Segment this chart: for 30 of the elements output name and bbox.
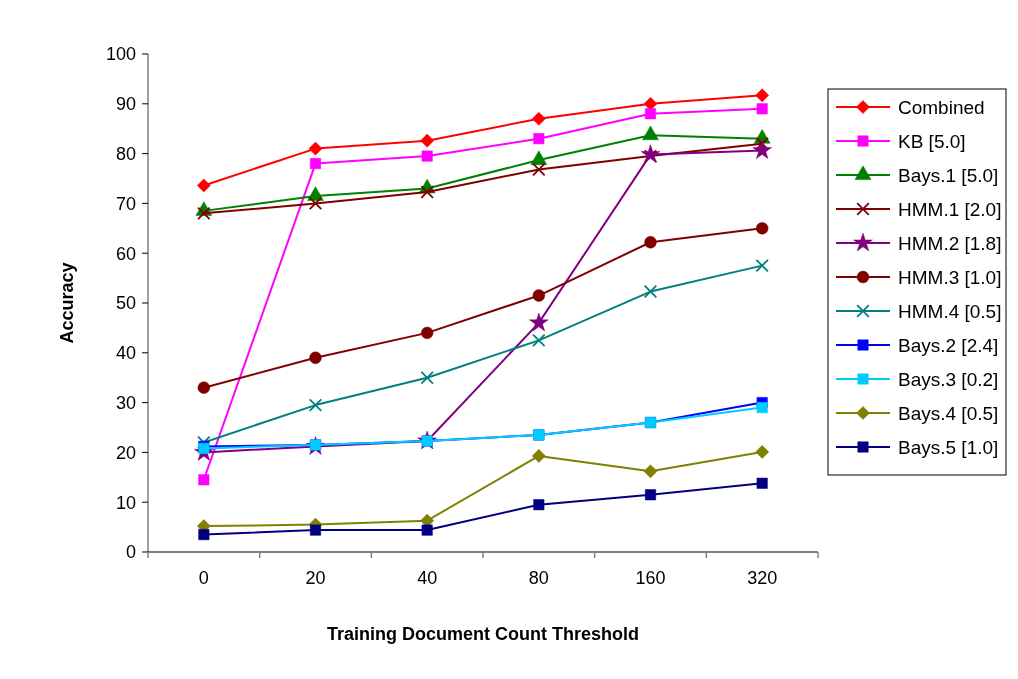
legend-label: HMM.2 [1.8] bbox=[898, 232, 1002, 254]
legend-label: Combined bbox=[898, 96, 985, 118]
legend-label: KB [5.0] bbox=[898, 130, 966, 152]
y-tick-label: 20 bbox=[115, 442, 136, 463]
y-tick-label: 100 bbox=[105, 44, 136, 65]
legend-label: Bays.4 [0.5] bbox=[898, 402, 999, 424]
y-tick-label: 70 bbox=[115, 193, 136, 214]
legend-label: HMM.3 [1.0] bbox=[898, 266, 1002, 288]
y-tick-label: 0 bbox=[125, 542, 136, 563]
x-tick-label: 160 bbox=[635, 568, 666, 588]
legend-label: Bays.1 [5.0] bbox=[898, 164, 999, 186]
y-tick-label: 60 bbox=[115, 243, 136, 264]
legend-label: Bays.2 [2.4] bbox=[898, 334, 999, 356]
y-axis-title: Accuracy bbox=[57, 262, 77, 344]
x-tick-label: 40 bbox=[417, 568, 438, 588]
legend-label: HMM.1 [2.0] bbox=[898, 198, 1002, 220]
y-tick-label: 50 bbox=[115, 293, 136, 314]
legend-label: Bays.3 [0.2] bbox=[898, 368, 999, 390]
x-tick-label: 20 bbox=[305, 568, 326, 588]
y-tick-label: 40 bbox=[115, 343, 136, 364]
legend-label: HMM.4 [0.5] bbox=[898, 300, 1002, 322]
y-tick-label: 90 bbox=[115, 94, 136, 115]
y-tick-label: 30 bbox=[115, 392, 136, 413]
legend-label: Bays.5 [1.0] bbox=[898, 436, 999, 458]
y-tick-label: 80 bbox=[115, 143, 136, 164]
x-tick-label: 80 bbox=[528, 568, 549, 588]
y-tick-label: 10 bbox=[115, 492, 136, 513]
x-tick-label: 320 bbox=[747, 568, 778, 588]
x-axis-title: Training Document Count Threshold bbox=[327, 624, 639, 644]
x-tick-label: 0 bbox=[198, 568, 209, 588]
